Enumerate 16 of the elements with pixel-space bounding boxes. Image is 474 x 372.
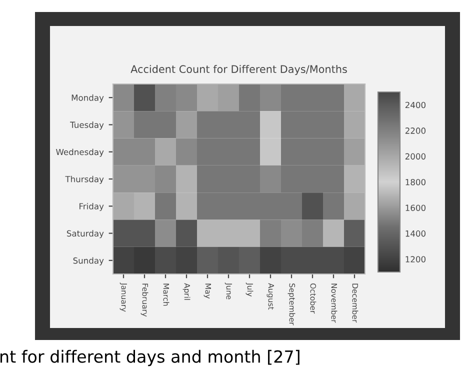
y-tick-label: Friday (80, 202, 104, 212)
color-bar-label: 1200 (406, 256, 426, 262)
y-tick-label: Thursday (65, 176, 104, 184)
color-bar-label: 2200 (405, 128, 426, 134)
y-tick-label: Saturday (66, 230, 104, 238)
y-tick-label: Monday (72, 94, 104, 102)
color-bar-label: 2400 (405, 102, 426, 108)
color-bar-label: 2000 (405, 153, 426, 160)
color-bar-label: 1600 (406, 204, 426, 211)
text: nt for different days and month [27] (0, 350, 300, 366)
y-tick-label: Wednesday (56, 148, 104, 157)
color-bar-label: 1800 (406, 178, 426, 186)
y-tick-label: Sunday (73, 257, 104, 266)
chart-title: Accident Count for Different Days/Months (130, 64, 347, 76)
y-tick-label: Tuesday (70, 122, 104, 130)
color-bar-label: 1400 (406, 230, 426, 237)
